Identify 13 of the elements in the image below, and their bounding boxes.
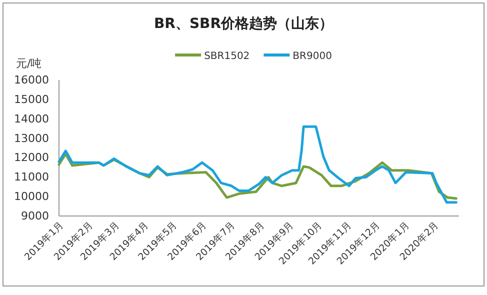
y-tick-label: 13000: [14, 132, 49, 145]
y-tick-label: 11000: [14, 170, 49, 184]
y-tick-label: 14000: [14, 112, 49, 126]
y-axis-title: 元/吨: [16, 57, 42, 70]
line-series: [58, 125, 458, 204]
legend-label: SBR1502: [204, 51, 250, 62]
y-tick-label: 9000: [21, 210, 49, 223]
y-tick-label: 16000: [14, 74, 49, 87]
y-tick-label: 10000: [14, 190, 49, 204]
y-tick-label: 15000: [14, 92, 49, 106]
legend-label: BR9000: [292, 51, 332, 62]
chart-title: BR、SBR价格趋势（山东）: [154, 15, 333, 32]
y-tick-label: 12000: [14, 151, 49, 164]
